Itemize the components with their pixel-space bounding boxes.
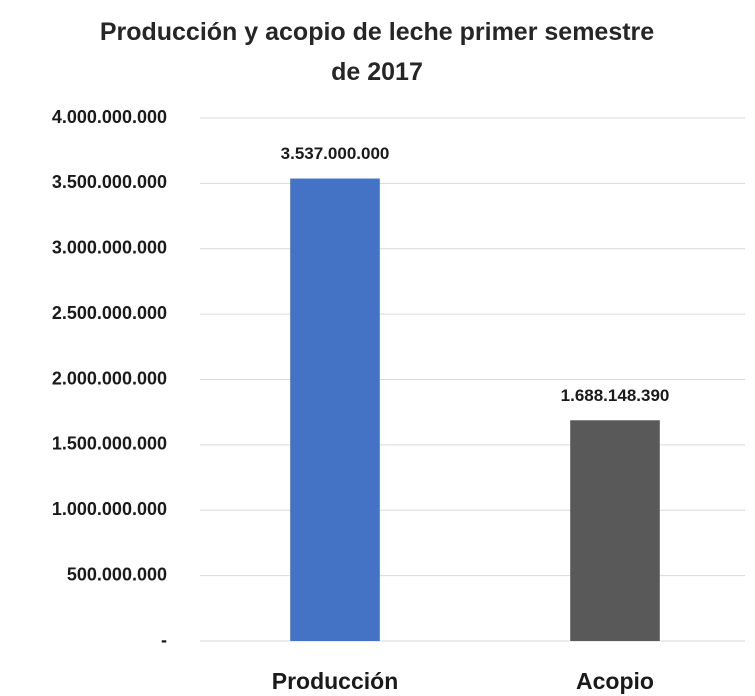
y-tick-label: 2.000.000.000 [52, 368, 167, 388]
x-tick-label: Acopio [576, 668, 654, 694]
chart-title: Producción y acopio de leche primer seme… [99, 18, 655, 86]
y-tick-label: 1.000.000.000 [52, 499, 167, 519]
y-tick-label: 2.500.000.000 [52, 303, 167, 323]
bar [290, 178, 380, 642]
y-tick-label: - [161, 630, 167, 650]
y-tick-label: 3.500.000.000 [52, 172, 167, 192]
data-label: 1.688.148.390 [561, 386, 670, 405]
y-tick-label: 3.000.000.000 [52, 238, 167, 258]
bar [570, 420, 660, 641]
x-tick-label: Producción [272, 668, 399, 694]
y-tick-label: 1.500.000.000 [52, 434, 167, 454]
y-tick-label: 4.000.000.000 [52, 107, 167, 127]
data-label: 3.537.000.000 [281, 144, 390, 163]
y-tick-label: 500.000.000 [67, 564, 167, 584]
